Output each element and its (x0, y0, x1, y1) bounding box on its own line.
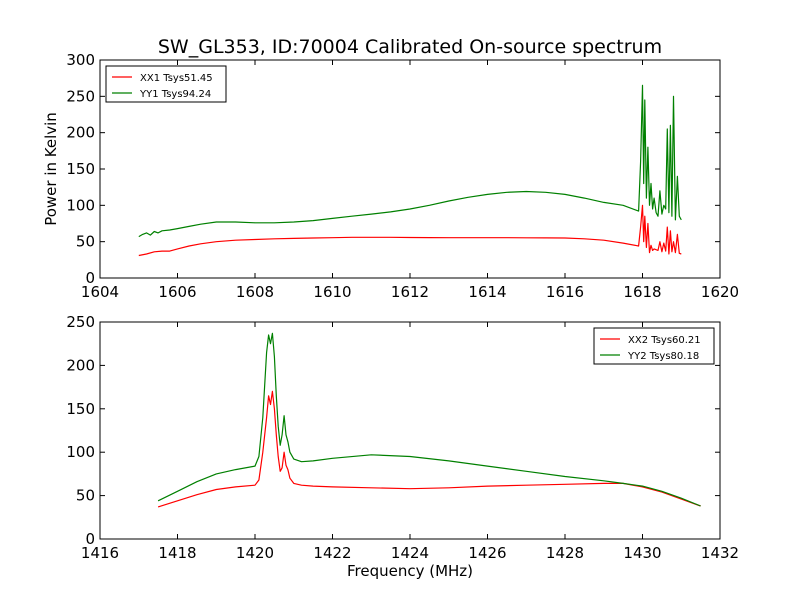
y-tick-label: 200 (66, 124, 95, 142)
legend-label: XX2 Tsys60.21 (628, 335, 701, 346)
x-axis-label: Frequency (MHz) (347, 562, 473, 580)
x-tick-label: 1420 (236, 544, 274, 562)
legend-label: YY2 Tsys80.18 (627, 351, 699, 362)
y-tick-label: 250 (66, 87, 95, 105)
x-tick-label: 1418 (158, 544, 196, 562)
x-tick-label: 1612 (391, 283, 429, 301)
x-tick-label: 1432 (701, 544, 739, 562)
y-tick-label: 150 (66, 400, 95, 418)
x-tick-label: 1426 (468, 544, 506, 562)
y-tick-label: 50 (76, 487, 95, 505)
x-tick-label: 1618 (623, 283, 661, 301)
legend: XX1 Tsys51.45 YY1 Tsys94.24 (105, 65, 227, 103)
x-tick-label: 1422 (313, 544, 351, 562)
y-axis-label: Power in Kelvin (42, 112, 60, 226)
x-tick-label: 1616 (546, 283, 584, 301)
series-line-yy (138, 84, 682, 238)
y-tick-label: 200 (66, 356, 95, 374)
top-panel: 1604 1606 1608 1610 1612 1614 1616 1618 1620 0 50 1… (42, 51, 739, 301)
y-tick-label: 50 (76, 233, 95, 251)
legend-label: YY1 Tsys94.24 (139, 89, 211, 100)
y-tick-label: 300 (66, 51, 95, 69)
y-tick-label: 100 (66, 443, 95, 461)
y-tick-label: 0 (85, 530, 95, 548)
x-tick-label: 1416 (81, 544, 119, 562)
figure-title: SW_GL353, ID:70004 Calibrated On-source … (158, 36, 662, 58)
x-tick-label: 1604 (81, 283, 119, 301)
legend-box (593, 327, 715, 365)
y-tick-label: 100 (66, 196, 95, 214)
x-tick-label: 1620 (701, 283, 739, 301)
y-tick-label: 250 (66, 313, 95, 331)
x-tick-label: 1610 (313, 283, 351, 301)
series-line-xx (138, 204, 682, 257)
y-tick-label: 0 (85, 269, 95, 287)
series-line-yy (157, 332, 701, 507)
x-tick-label: 1430 (623, 544, 661, 562)
bottom-panel: 1416 1418 1420 1422 1424 1426 1428 1430 1432 0 50 1… (66, 313, 739, 580)
x-tick-label: 1424 (391, 544, 429, 562)
legend-box (105, 65, 227, 103)
legend-label: XX1 Tsys51.45 (140, 73, 213, 84)
legend: XX2 Tsys60.21 YY2 Tsys80.18 (593, 327, 715, 365)
x-tick-label: 1608 (236, 283, 274, 301)
y-tick-label: 150 (66, 160, 95, 178)
x-tick-label: 1428 (546, 544, 584, 562)
series-line-xx (157, 390, 701, 508)
x-tick-label: 1606 (158, 283, 196, 301)
x-tick-label: 1614 (468, 283, 506, 301)
